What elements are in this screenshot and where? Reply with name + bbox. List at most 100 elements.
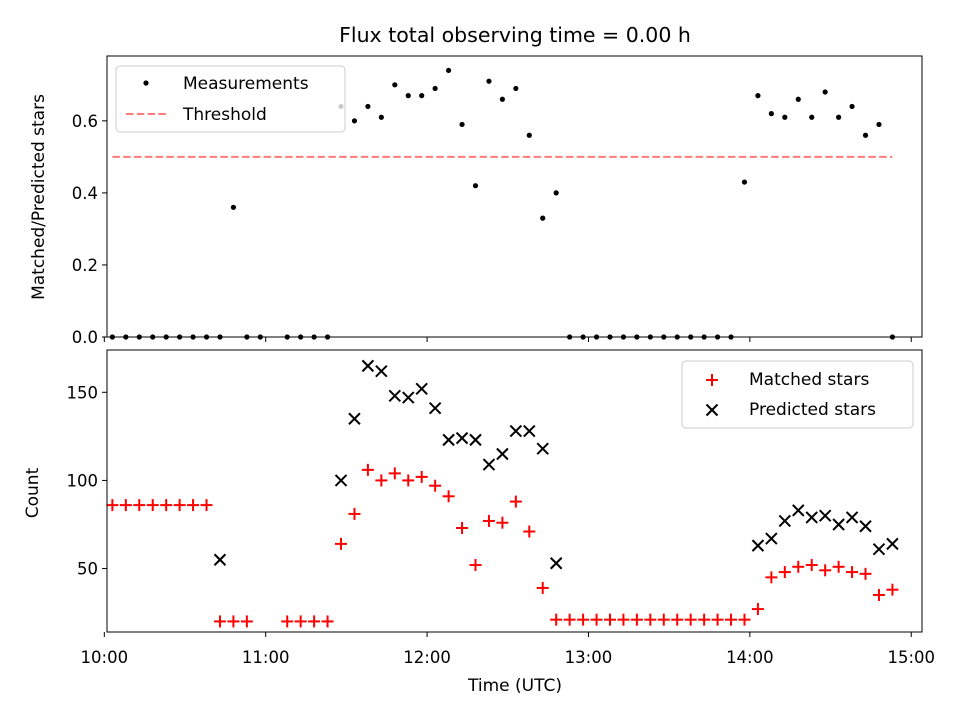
data-point [335, 537, 348, 550]
data-point [482, 514, 495, 527]
series-predicted-stars [213, 359, 899, 570]
data-point [351, 118, 358, 124]
data-point [795, 96, 801, 102]
top-chart-title: Flux total observing time = 0.00 h [339, 23, 691, 47]
data-point [886, 537, 899, 551]
bottom-legend: Matched stars Predicted stars [681, 360, 914, 429]
data-point [375, 474, 388, 487]
data-point [845, 511, 859, 524]
data-point [432, 85, 438, 92]
data-point [859, 567, 872, 580]
data-point [415, 470, 428, 483]
data-point [348, 412, 361, 425]
data-point [429, 479, 442, 492]
data-point [365, 103, 371, 110]
data-point [725, 613, 738, 626]
data-point [388, 389, 402, 403]
data-point [459, 121, 465, 128]
data-point [536, 581, 549, 594]
data-point [603, 613, 616, 626]
y-tick-label: 0.6 [72, 112, 98, 131]
data-point [523, 424, 536, 438]
data-point [378, 114, 384, 120]
data-point [187, 499, 200, 512]
data-point [711, 613, 724, 626]
x-tick-label: 14:00 [726, 648, 774, 667]
y-tick-label: 50 [77, 560, 98, 579]
legend-predicted-label: Predicted stars [749, 400, 876, 420]
data-point [106, 499, 119, 512]
data-point [698, 613, 711, 626]
data-point [536, 442, 549, 455]
data-point [872, 542, 886, 556]
data-point [146, 499, 159, 512]
data-point [563, 613, 576, 626]
data-point [334, 474, 348, 487]
data-point [361, 359, 375, 373]
data-point [402, 391, 415, 404]
data-point [361, 463, 374, 476]
data-point [657, 613, 670, 626]
legend-predicted-marker [705, 403, 719, 417]
data-point [778, 566, 791, 579]
legend-measurements-marker [143, 80, 149, 86]
y-tick-label: 0.2 [72, 256, 98, 275]
top-legend: Measurements Threshold [115, 65, 346, 133]
data-point [819, 564, 832, 577]
data-point [540, 215, 546, 221]
series-matched-stars [106, 463, 899, 628]
data-point [755, 93, 761, 99]
data-point [308, 615, 321, 628]
data-point [442, 490, 455, 503]
data-point [886, 583, 899, 596]
y-tick-label: 0.0 [72, 328, 98, 347]
data-point [526, 132, 532, 138]
data-point [496, 447, 509, 461]
data-point [472, 183, 479, 189]
data-point [671, 613, 684, 626]
data-point [550, 613, 563, 626]
data-point [738, 613, 751, 626]
data-point [630, 613, 643, 626]
data-point [553, 190, 559, 196]
plot-frame [106, 55, 923, 338]
data-point [836, 114, 842, 120]
top-legend-box [115, 65, 346, 133]
data-point [446, 67, 452, 74]
data-point [684, 613, 697, 626]
data-point [469, 559, 482, 572]
x-tick-label: 13:00 [565, 648, 613, 667]
data-point [428, 401, 442, 415]
plot-frame [106, 349, 923, 633]
data-point [876, 121, 882, 128]
x-tick-label: 15:00 [887, 648, 935, 667]
data-point [523, 525, 536, 538]
data-point [496, 516, 509, 529]
data-point [778, 514, 792, 528]
bottom-y-axis-label: Count [23, 467, 43, 518]
data-point [792, 560, 805, 573]
y-tick-label: 0.4 [72, 184, 98, 203]
data-point [792, 504, 805, 517]
data-point [392, 82, 398, 88]
data-point [549, 557, 563, 570]
data-point [375, 364, 388, 378]
data-point [469, 433, 482, 447]
data-point [213, 615, 226, 628]
top-y-axis-label: Matched/Predicted stars [29, 94, 49, 300]
data-point [509, 424, 523, 438]
x-tick-label: 12:00 [403, 648, 451, 667]
data-point [388, 467, 401, 480]
data-point [805, 511, 818, 524]
data-point [768, 111, 774, 117]
data-point [415, 382, 428, 395]
data-point [402, 474, 415, 487]
data-point [119, 499, 132, 512]
data-point [213, 553, 227, 566]
legend-matched-marker [706, 374, 718, 386]
data-point [442, 433, 455, 447]
data-point [765, 532, 778, 545]
data-point [173, 499, 186, 512]
bottom-panel: 50 100 150 10:00 11:00 12:00 13:00 14:00 15:00 [67, 349, 935, 667]
